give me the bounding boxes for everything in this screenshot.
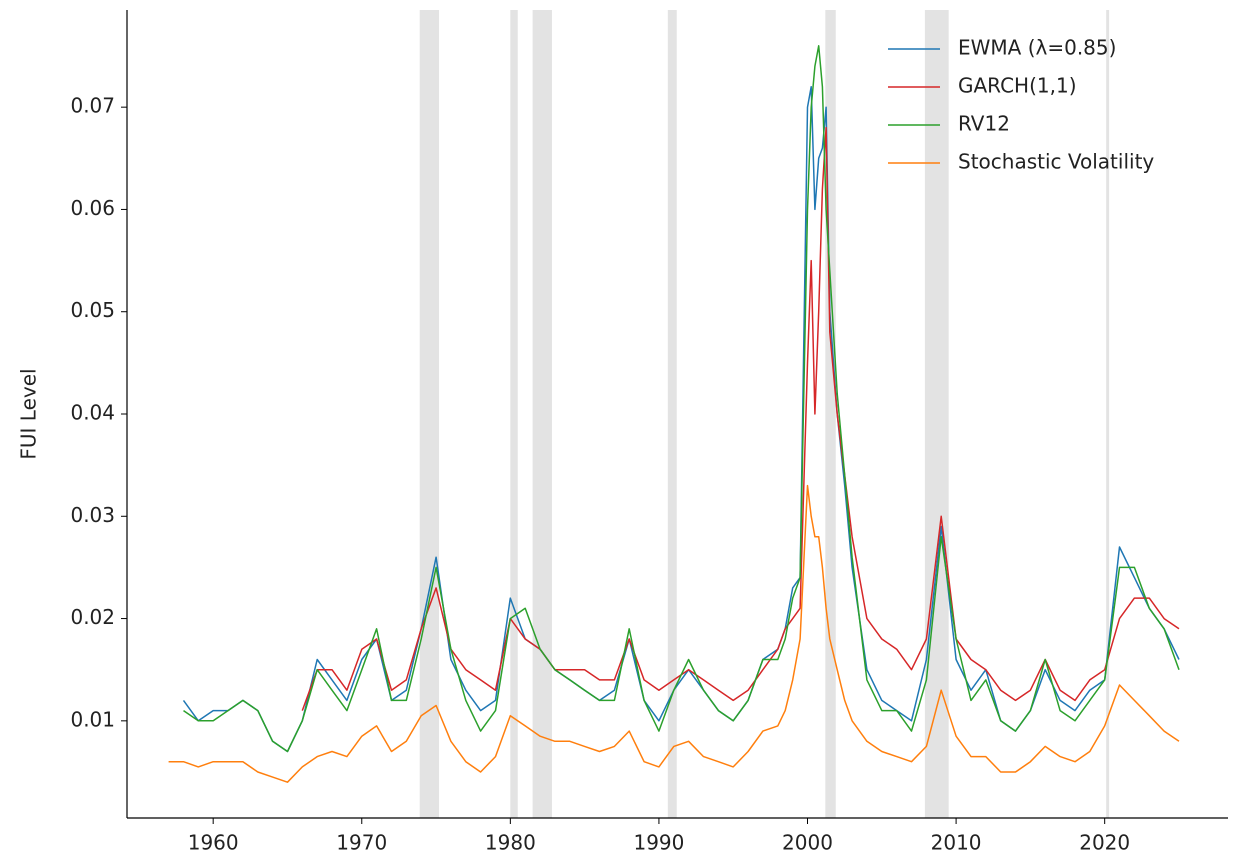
y-axis-label: FUI Level <box>17 368 41 459</box>
y-tick-label: 0.03 <box>70 503 115 527</box>
legend-label: RV12 <box>958 112 1010 136</box>
x-tick-label: 1980 <box>485 831 536 855</box>
series-line <box>182 85 1180 753</box>
shaded-region <box>532 10 552 818</box>
series-line <box>183 45 1180 753</box>
shaded-region <box>825 10 836 818</box>
legend-label: Stochastic Volatility <box>958 150 1154 174</box>
shaded-region <box>1106 10 1110 818</box>
x-tick-label: 2010 <box>931 831 982 855</box>
series-line <box>168 484 1180 783</box>
y-tick-label: 0.06 <box>70 196 115 220</box>
series-line <box>301 126 1180 711</box>
y-tick-label: 0.04 <box>70 401 115 425</box>
y-tick-label: 0.05 <box>70 298 115 322</box>
legend-label: EWMA (λ=0.85) <box>958 36 1116 60</box>
shaded-region <box>667 10 677 818</box>
legend-label: GARCH(1,1) <box>958 74 1077 98</box>
y-tick-label: 0.02 <box>70 605 115 629</box>
y-tick-label: 0.07 <box>70 94 115 118</box>
shaded-region <box>924 10 949 818</box>
y-tick-label: 0.01 <box>70 707 115 731</box>
x-tick-label: 1960 <box>188 831 239 855</box>
x-tick-label: 1970 <box>336 831 387 855</box>
x-tick-label: 2000 <box>782 831 833 855</box>
x-tick-label: 2020 <box>1079 831 1130 855</box>
shaded-region <box>510 10 518 818</box>
shaded-region <box>419 10 440 818</box>
x-tick-label: 1990 <box>633 831 684 855</box>
